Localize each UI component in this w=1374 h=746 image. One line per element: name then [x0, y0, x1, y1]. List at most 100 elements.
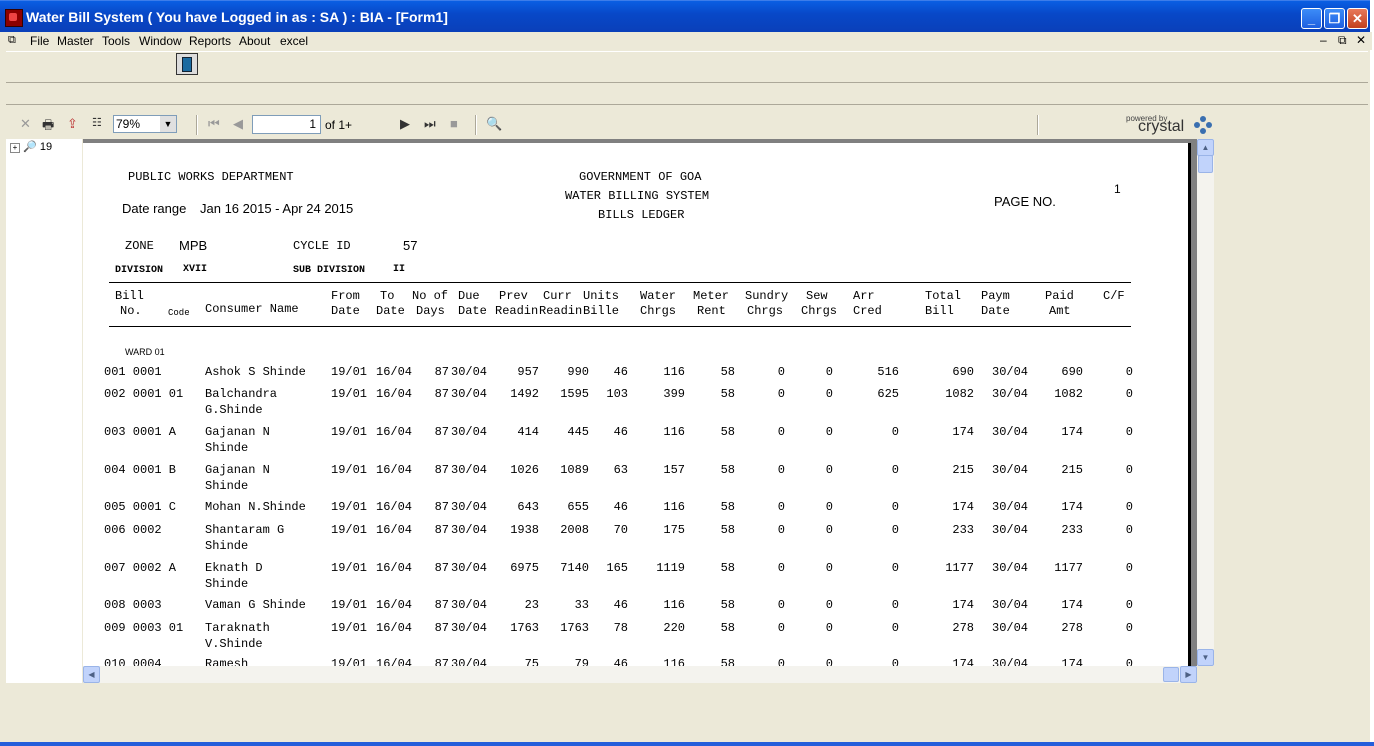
subdivision-value: II	[393, 264, 406, 275]
cell-sew: 0	[825, 463, 833, 477]
scroll-up-icon[interactable]: ▲	[1197, 139, 1214, 156]
scroll-left-icon[interactable]: ◀	[83, 666, 100, 683]
cell-paid: 278	[1061, 621, 1083, 635]
cell-days: 87	[434, 523, 449, 537]
group-tree-toggle-icon[interactable]: ☷	[92, 117, 102, 129]
mdi-close-icon[interactable]: ✕	[1356, 33, 1367, 47]
close-view-icon[interactable]: ✕	[20, 116, 31, 131]
prev-page-icon[interactable]: ◀	[233, 116, 243, 131]
scroll-thumb[interactable]	[1198, 155, 1213, 173]
col-prev-2: Readin	[495, 304, 539, 318]
menu-tools[interactable]: Tools	[102, 34, 131, 48]
hscroll-thumb[interactable]	[1163, 667, 1179, 682]
binoculars-search-icon[interactable]: 🔍	[486, 116, 503, 131]
col-to: To	[380, 289, 395, 303]
restore-icon[interactable]: ❐	[1324, 8, 1345, 29]
cell-to: 16/04	[376, 500, 413, 514]
cell-bill: 007 0002 A	[104, 561, 177, 575]
exit-door-icon[interactable]	[176, 53, 198, 75]
cell-to: 16/04	[376, 463, 413, 477]
col-code: Code	[168, 308, 190, 318]
col-total-2: Bill	[925, 304, 954, 318]
export-icon[interactable]: ⇪	[67, 116, 78, 131]
close-icon[interactable]: ✕	[1347, 8, 1368, 29]
cell-water: 116	[663, 365, 685, 379]
cell-total: 174	[952, 657, 974, 666]
crystal-brand: crystal	[1138, 118, 1185, 135]
cell-name1: Vaman G Shinde	[205, 598, 306, 612]
cell-to: 16/04	[376, 425, 413, 439]
cell-name1: Balchandra	[205, 387, 278, 401]
col-bill-2: No.	[120, 304, 142, 318]
title-bar: Water Bill System ( You have Logged in a…	[0, 0, 1372, 33]
cell-bill: 004 0001 B	[104, 463, 177, 477]
cell-arr: 0	[891, 463, 899, 477]
cell-sundry: 0	[777, 463, 785, 477]
subdivision-label: SUB DIVISION	[293, 265, 366, 276]
mdi-doc-icon[interactable]: ⧉	[8, 34, 16, 46]
cell-paym: 30/04	[992, 425, 1029, 439]
cell-from: 19/01	[331, 523, 368, 537]
page-number-input[interactable]: 1	[252, 115, 321, 134]
menu-file[interactable]: File	[30, 34, 50, 48]
cell-days: 87	[434, 598, 449, 612]
menu-about[interactable]: About	[239, 34, 271, 48]
stop-icon[interactable]: ■	[450, 116, 458, 131]
col-due: Due	[458, 289, 480, 303]
cell-prev: 23	[524, 598, 539, 612]
last-page-icon[interactable]: ⏭	[424, 116, 436, 131]
expand-icon[interactable]: +	[10, 143, 20, 153]
cell-bill: 009 0003 01	[104, 621, 184, 635]
col-paid-2: Amt	[1049, 304, 1071, 318]
cell-name-line2: G.Shinde	[205, 403, 263, 417]
menu-reports[interactable]: Reports	[189, 34, 232, 48]
horizontal-scrollbar[interactable]: ◀ ▶	[83, 666, 1197, 683]
cell-arr: 0	[891, 598, 899, 612]
menu-excel[interactable]: excel	[280, 34, 309, 48]
mdi-minimize-icon[interactable]: –	[1320, 33, 1327, 47]
tree-node[interactable]: + 🔎 19	[10, 140, 52, 153]
cell-prev: 643	[517, 500, 539, 514]
cell-sew: 0	[825, 657, 833, 666]
vertical-scrollbar[interactable]: ▲ ▼	[1197, 139, 1214, 666]
cell-paym: 30/04	[992, 621, 1029, 635]
cycle-value: 57	[403, 238, 418, 253]
first-page-icon[interactable]: ⏮	[208, 116, 220, 131]
cell-curr: 79	[574, 657, 589, 666]
menu-master[interactable]: Master	[57, 34, 94, 48]
cell-days: 87	[434, 621, 449, 635]
cell-paid: 1082	[1054, 387, 1083, 401]
cell-cf: 0	[1125, 387, 1133, 401]
cell-prev: 6975	[510, 561, 539, 575]
mdi-restore-icon[interactable]: ⧉	[1338, 33, 1347, 47]
col-sundry-2: Chrgs	[747, 304, 784, 318]
menu-window[interactable]: Window	[139, 34, 182, 48]
minimize-icon[interactable]: _	[1301, 8, 1322, 29]
scroll-down-icon[interactable]: ▼	[1197, 649, 1214, 666]
cell-meter: 58	[720, 523, 735, 537]
separator	[196, 115, 198, 135]
scroll-right-icon[interactable]: ▶	[1180, 666, 1197, 683]
cell-paid: 233	[1061, 523, 1083, 537]
col-meter: Meter	[693, 289, 730, 303]
cell-from: 19/01	[331, 500, 368, 514]
crystal-dots-icon	[1194, 116, 1212, 134]
app-icon[interactable]	[5, 9, 23, 27]
window-edge	[1370, 0, 1374, 742]
cell-paid: 174	[1061, 657, 1083, 666]
menu-bar: ⧉ File Master Tools Window Reports About…	[0, 32, 1372, 50]
chevron-down-icon[interactable]: ▼	[160, 116, 176, 132]
next-page-icon[interactable]: ▶	[400, 116, 410, 131]
cell-meter: 58	[720, 500, 735, 514]
col-arr: Arr	[853, 289, 875, 303]
col-water-2: Chrgs	[640, 304, 677, 318]
cell-sew: 0	[825, 621, 833, 635]
cell-paym: 30/04	[992, 561, 1029, 575]
col-from: From	[331, 289, 360, 303]
cell-due: 30/04	[451, 500, 488, 514]
zone-label: ZONE	[125, 239, 154, 253]
page-no-value: 1	[1114, 182, 1121, 196]
col-arr-2: Cred	[853, 304, 882, 318]
cell-bill: 008 0003	[104, 598, 162, 612]
print-icon[interactable]: 🖶	[42, 117, 55, 132]
